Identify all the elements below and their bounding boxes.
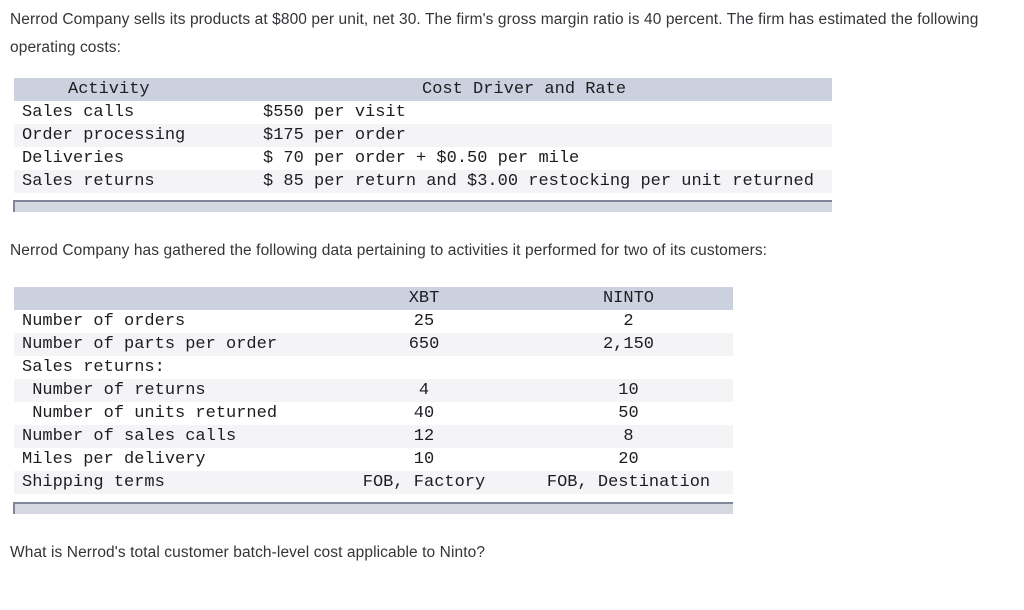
activity-cell: Order processing <box>22 126 186 145</box>
table-footer-strip <box>13 502 733 514</box>
metric-label-cell: Sales returns: <box>22 358 165 377</box>
activity-cell: Sales calls <box>22 103 135 122</box>
table-row: Number of parts per order 650 2,150 <box>14 333 733 356</box>
xbt-value-cell: 25 <box>413 312 435 331</box>
ninto-value-cell: 10 <box>618 381 639 400</box>
activity-cell: Sales returns <box>22 172 155 191</box>
metric-label-cell: Miles per delivery <box>22 450 206 469</box>
table-row: Sales returns $ 85 per return and $3.00 … <box>14 170 832 193</box>
customer-activity-table: XBT NINTO Number of orders 25 2 Number o… <box>14 287 733 494</box>
customer-table-header-ninto: NINTO <box>602 289 654 308</box>
rate-cell: $550 per visit <box>263 103 406 122</box>
question-text: What is Nerrod's total customer batch-le… <box>10 544 486 561</box>
ninto-value-cell: 2 <box>623 312 634 331</box>
rate-cell: $175 per order <box>263 126 406 145</box>
metric-label-cell: Number of returns <box>22 381 206 400</box>
ninto-value-cell: 50 <box>618 404 639 423</box>
cost-table-header-rate: Cost Driver and Rate <box>422 80 627 99</box>
metric-label-cell: Number of sales calls <box>22 427 237 446</box>
xbt-value-cell: 4 <box>418 381 430 400</box>
middle-paragraph: Nerrod Company has gathered the followin… <box>10 242 768 259</box>
table-row: Number of orders 25 2 <box>14 310 733 333</box>
xbt-value-cell: 10 <box>413 450 435 469</box>
table-row: Miles per delivery 10 20 <box>14 448 733 471</box>
xbt-value-cell: 650 <box>408 335 440 354</box>
table-row: Number of returns 4 10 <box>14 379 733 402</box>
cost-driver-table: Activity Cost Driver and Rate Sales call… <box>14 78 832 193</box>
metric-label-cell: Shipping terms <box>22 473 165 492</box>
metric-label-cell: Number of orders <box>22 312 186 331</box>
customer-table-header-xbt: XBT <box>408 289 440 308</box>
metric-label-cell: Number of parts per order <box>22 335 278 354</box>
table-row: Number of units returned 40 50 <box>14 402 733 425</box>
ninto-value-cell: 2,150 <box>602 335 654 354</box>
xbt-value-cell: FOB, Factory <box>362 473 486 492</box>
metric-label-cell: Number of units returned <box>22 404 278 423</box>
cost-table-header-activity: Activity <box>68 80 150 99</box>
ninto-value-cell: 8 <box>623 427 634 446</box>
table-footer-strip <box>13 200 832 212</box>
table-row: Sales calls $550 per visit <box>14 101 832 124</box>
ninto-value-cell: FOB, Destination <box>546 473 711 492</box>
rate-cell: $ 85 per return and $3.00 restocking per… <box>263 172 814 191</box>
xbt-value-cell: 12 <box>413 427 435 446</box>
customer-table-header-row: XBT NINTO <box>14 287 733 310</box>
table-row: Order processing $175 per order <box>14 124 832 147</box>
rate-cell: $ 70 per order + $0.50 per mile <box>263 149 580 168</box>
table-row: Shipping terms FOB, Factory FOB, Destina… <box>14 471 733 494</box>
intro-paragraph: Nerrod Company sells its products at $80… <box>10 11 979 56</box>
activity-cell: Deliveries <box>22 149 125 168</box>
table-row: Number of sales calls 12 8 <box>14 425 733 448</box>
table-row: Sales returns: <box>14 356 733 379</box>
cost-table-header-row: Activity Cost Driver and Rate <box>14 78 832 101</box>
ninto-value-cell: 20 <box>618 450 639 469</box>
xbt-value-cell: 40 <box>413 404 435 423</box>
table-row: Deliveries $ 70 per order + $0.50 per mi… <box>14 147 832 170</box>
